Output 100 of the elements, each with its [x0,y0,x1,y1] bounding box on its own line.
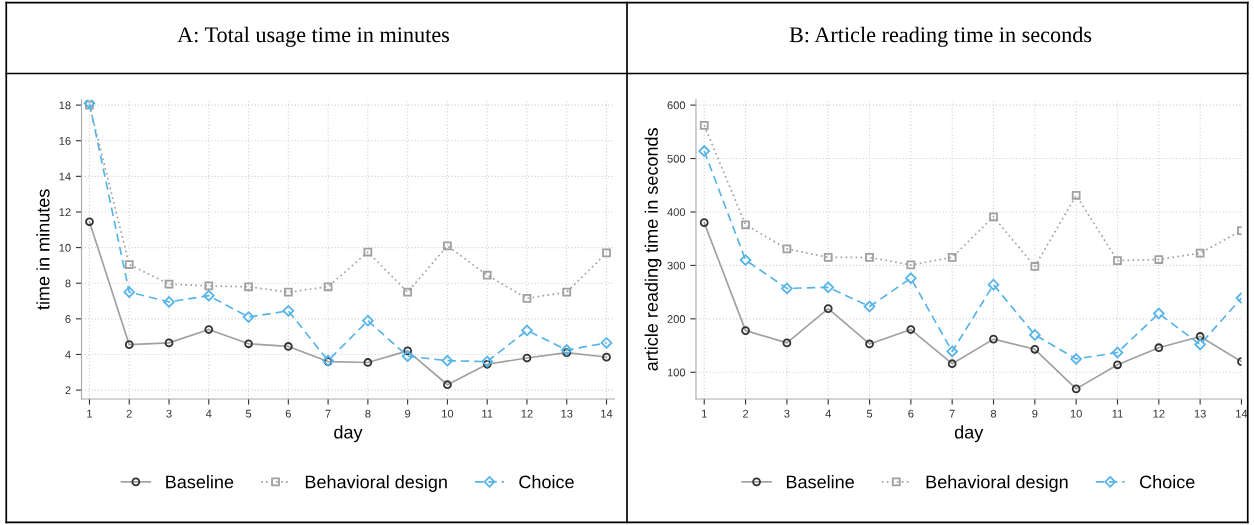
y-tick-label: 16 [59,136,71,145]
point [562,287,572,297]
point [163,296,175,308]
x-tick-label: 7 [325,409,331,418]
point [323,282,333,292]
point [560,344,573,356]
point [401,350,414,363]
point [482,270,492,280]
point [781,282,793,295]
point [600,337,613,349]
point [865,253,874,262]
y-tick-label: 10 [59,243,71,252]
y-tick-label: 8 [65,279,71,288]
y-tick-label: 12 [59,208,71,216]
point [698,145,711,157]
x-tick-label: 10 [442,409,454,418]
x-tick-label: 13 [561,409,573,418]
x-tick-label: 2 [743,409,749,418]
x-tick-label: 4 [825,409,831,418]
point [242,311,255,323]
x-tick-label: 8 [990,409,997,418]
x-tick-label: 5 [245,409,252,418]
x-tick-label: 6 [908,409,914,418]
y-tick-label: 500 [667,154,686,163]
chart-title: B: Article reading time in seconds [789,26,1092,47]
point [202,289,215,302]
point [481,355,494,368]
x-tick-label: 6 [285,409,291,418]
x-axis-title: day [334,425,363,443]
point [739,254,752,266]
x-tick-label: 11 [1112,409,1123,418]
point [782,244,792,254]
x-tick-label: 5 [866,409,873,418]
point [989,212,998,222]
x-tick-label: 1 [87,409,93,418]
legend-label: Behavioral design [305,475,447,492]
y-tick-label: 600 [667,101,686,110]
point [363,247,373,257]
legend-label: Baseline [166,475,234,489]
point [441,354,454,367]
point [823,253,833,262]
x-tick-label: 14 [601,409,613,418]
point [1070,353,1082,365]
point [602,248,611,258]
point [1152,307,1165,320]
point [905,272,917,285]
point [362,314,374,327]
y-axis-title: article reading time in seconds [644,128,662,371]
point [1071,191,1081,200]
point [204,281,214,291]
y-axis-title: time in minutes [36,189,50,310]
point [1029,329,1041,341]
point [987,278,1000,291]
point [522,293,532,303]
point [946,345,959,358]
y-tick-label: 6 [65,315,71,323]
x-tick-label: 12 [1153,409,1165,418]
y-tick-label: 200 [667,315,686,323]
x-tick-label: 8 [365,409,371,418]
legend-label: Behavioral design [926,475,1068,492]
point [1030,262,1040,271]
point [1195,248,1205,258]
x-tick-label: 11 [482,409,493,418]
point [123,286,136,298]
x-tick-label: 3 [784,409,790,418]
legend-label: Choice [519,475,574,489]
point [403,287,413,297]
point [282,305,295,317]
y-tick-label: 18 [59,101,71,110]
point [741,220,750,230]
x-tick-label: 10 [1070,409,1082,418]
point [1154,255,1164,264]
x-tick-label: 9 [1032,409,1038,418]
x-tick-label: 2 [126,409,132,418]
y-tick-label: 300 [667,261,686,270]
point [863,300,876,313]
x-tick-label: 12 [521,409,533,418]
y-tick-label: 4 [65,350,71,359]
point [521,324,533,337]
point [1194,338,1206,351]
y-tick-label: 100 [667,368,686,377]
chart-title: A: Total usage time in minutes [177,26,450,47]
y-tick-label: 400 [667,208,686,217]
x-tick-label: 7 [949,409,955,418]
legend-label: Choice [1140,475,1195,489]
y-tick-label: 2 [65,386,71,395]
point [124,260,134,269]
x-tick-label: 4 [205,409,212,418]
x-tick-label: 14 [1236,409,1248,418]
point [947,253,957,262]
y-tick-label: 14 [59,172,71,181]
point [822,281,835,294]
x-axis-title: day [954,425,984,443]
x-tick-label: 9 [405,409,411,418]
point [283,287,293,297]
x-tick-label: 1 [701,409,707,418]
legend-label: Baseline [786,475,854,489]
point [1111,346,1124,359]
x-tick-label: 3 [166,409,172,418]
x-tick-label: 13 [1194,409,1206,418]
